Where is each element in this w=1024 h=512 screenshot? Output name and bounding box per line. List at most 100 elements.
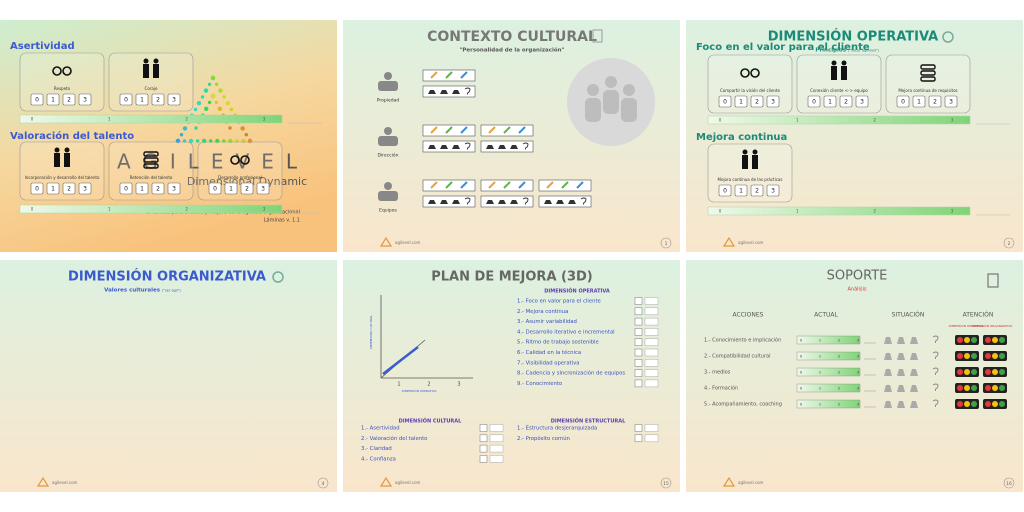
list-item: 4.- Desarrollo iterativo e incremental [517, 329, 615, 335]
question-glyph [932, 383, 939, 391]
list-item: 2.- Mejora continua [517, 309, 568, 315]
icon-part [143, 157, 159, 163]
light [999, 369, 1005, 375]
footer-logo [379, 236, 393, 247]
people-body [585, 98, 601, 122]
light [992, 337, 998, 343]
footer-logo [379, 476, 393, 487]
logo-dot [207, 82, 212, 87]
cover-version: Láminas v. 1.1 [264, 217, 300, 224]
check-box [479, 434, 488, 443]
slide-subtitle-note: ("ser ágil") [162, 289, 181, 293]
score-box [839, 95, 853, 108]
situation-icon [897, 353, 905, 360]
score-box [718, 95, 732, 108]
light [985, 353, 991, 359]
icon-part [742, 149, 748, 155]
icon-part [240, 155, 250, 165]
light [992, 385, 998, 391]
card-label: Respeto [54, 86, 71, 91]
situation-icon [897, 369, 905, 376]
logo-dot [195, 139, 200, 143]
slide-subtitle: Análisis [847, 286, 866, 293]
actual-tick-label: 1 [819, 371, 821, 375]
icon-part [750, 68, 760, 78]
note-box [644, 434, 659, 443]
note-box [644, 379, 659, 388]
score-label: 3 [83, 97, 87, 104]
list-item: 3.- Asumir variabilidad [517, 319, 577, 325]
boat [556, 200, 564, 204]
bar-tick-label: 3 [951, 209, 954, 214]
light [964, 337, 970, 343]
slide-subtitle: Valores culturales [104, 288, 161, 294]
actual-bar [796, 399, 861, 409]
situation-icon [910, 385, 918, 392]
icon-part [64, 147, 70, 153]
pillar-icon [987, 273, 999, 288]
score-label: 2 [156, 97, 160, 104]
situation-icon [897, 385, 905, 392]
slide-background [0, 20, 337, 252]
note-box [644, 359, 659, 367]
score-box [823, 95, 837, 108]
light [964, 401, 970, 407]
score-label: 3 [949, 99, 953, 106]
boat [510, 145, 518, 149]
icon-part [740, 68, 750, 78]
note-box [644, 424, 659, 432]
icon-part [54, 147, 60, 153]
score-box [151, 182, 165, 195]
icon-part [52, 66, 62, 76]
actual-tick-label: 2 [838, 339, 840, 343]
bar-tick-label: 0 [719, 209, 722, 214]
card-icon [742, 149, 758, 169]
check-box [634, 369, 643, 377]
light [971, 401, 977, 407]
logo-dot [215, 82, 219, 87]
action-label: 4.- Formación [704, 385, 738, 392]
score-box [151, 93, 165, 106]
score-label: 0 [901, 99, 905, 106]
score-label: 1 [828, 99, 832, 106]
list-item: 4.- Confianza [361, 456, 396, 462]
page-number: 15 [663, 481, 669, 487]
row-icon-head [384, 182, 392, 190]
pencil [430, 126, 438, 134]
boat [544, 200, 552, 204]
logo-dot [228, 126, 232, 130]
people-body [621, 98, 637, 122]
score-box [734, 184, 748, 197]
pencil [546, 181, 554, 189]
question-glyph [464, 142, 471, 150]
card-label: Incorporación y desarrollo del talento [25, 175, 100, 180]
light [985, 369, 991, 375]
boat [452, 200, 460, 204]
badge-bottom [538, 195, 592, 208]
score-label: 2 [844, 99, 848, 106]
boat [452, 145, 460, 149]
actual-bar [796, 351, 861, 361]
icon-part [831, 66, 837, 80]
score-label: 1 [739, 188, 743, 195]
note-box [644, 328, 659, 336]
situation-icon [884, 353, 892, 360]
axis-tick-label: 3 [457, 382, 460, 388]
pencil [430, 71, 438, 79]
pencil [503, 181, 511, 189]
title-icon [592, 29, 603, 43]
score-box [224, 182, 238, 195]
icon-part [62, 66, 72, 76]
check-box [479, 444, 488, 453]
situation-icon [897, 337, 905, 344]
bar-tick-label: 1 [108, 117, 111, 122]
icon-part [143, 163, 159, 169]
score-box [62, 93, 76, 106]
situation-icon [910, 353, 918, 360]
footer-logo [722, 476, 736, 487]
light [957, 369, 963, 375]
bar-tick-label: 0 [31, 207, 34, 212]
actual-tick-label: 0 [800, 403, 802, 407]
score-label: 0 [124, 97, 128, 104]
question-glyph [932, 351, 939, 359]
